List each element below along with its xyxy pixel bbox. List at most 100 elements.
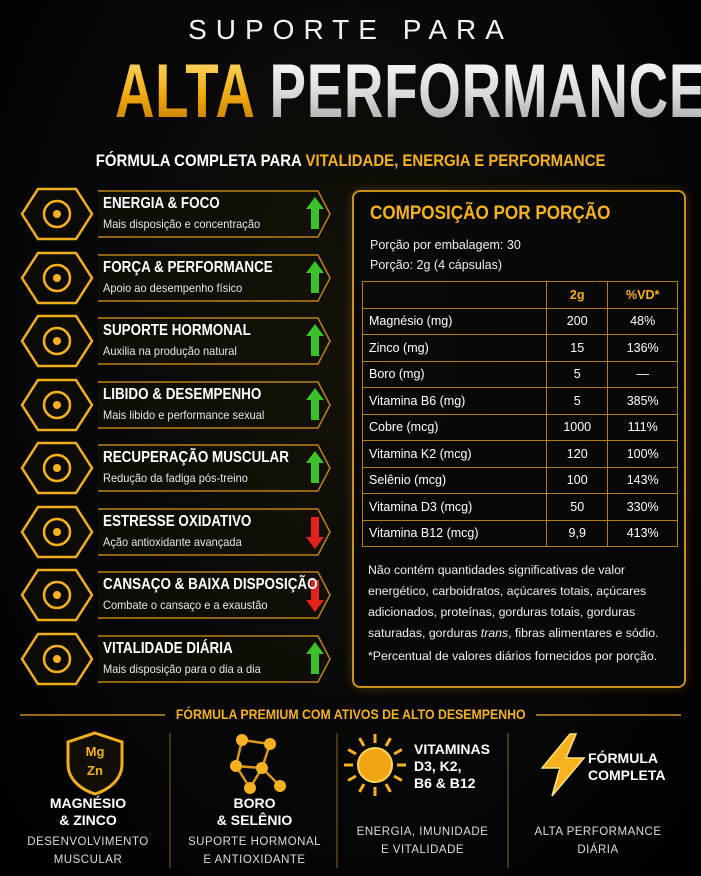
feature-subtitle-line: E ANTIOXIDANTE (203, 854, 306, 866)
benefit-row: ESTRESSE OXIDATIVO Ação antioxidante avan… (18, 503, 336, 561)
feature-subtitle: ALTA PERFORMANCE DIÁRIA (508, 823, 688, 859)
feature-icon: Mg Zn (66, 731, 124, 796)
banner-lines (20, 714, 681, 716)
benefit-title: RECUPERAÇÃO MUSCULAR (103, 449, 289, 466)
title-accent: ALTA (114, 49, 254, 134)
icon-glyph-dot (53, 527, 61, 536)
benefit-description: Apoio ao desempenho físico (103, 280, 243, 295)
trend-arrow-up (306, 324, 324, 356)
sun-ray (347, 774, 357, 782)
benefit-description: Combate o cansaço e a exaustão (103, 598, 268, 612)
benefit-row: VITALIDADE DIÁRIA Mais disposição para o … (18, 630, 336, 688)
table-row: Vitamina B6 (mg) 5 385% (361, 387, 678, 415)
sun-ray (384, 783, 392, 793)
table-cell: Selênio (mcg) (361, 466, 548, 494)
icon-glyph-dot (53, 464, 61, 472)
molecule-atom (230, 760, 242, 772)
icon-glyph (42, 453, 72, 483)
benefit-outline (98, 571, 331, 619)
feature-title-line: B6 & B12 (414, 775, 476, 791)
feature-subtitle-line: E VITALIDADE (380, 844, 465, 856)
table-cell: Vitamina K2 (mcg) (361, 440, 548, 468)
benefit-row: CANSAÇO & BAIXA DISPOSIÇÃO Combate o cans… (18, 566, 336, 624)
table-cell: 136% (607, 334, 678, 362)
benefit-title: LIBIDO & DESEMPENHO (103, 385, 262, 403)
subtitle-lead: FÓRMULA COMPLETA PARA (95, 151, 302, 170)
shield-icon (66, 731, 124, 796)
benefit-frame (20, 251, 331, 304)
feature-title-line: COMPLETA (588, 767, 666, 783)
table-cell: Zinco (mg) (361, 334, 548, 362)
feature-icon (344, 734, 406, 796)
table-cell: 9,9 (546, 519, 609, 547)
table-cell: Vitamina B6 (mg) (361, 387, 548, 415)
serving-line: Porção: 2g (4 cápsulas) (370, 258, 503, 272)
composition-table: 2g %VD* Magnésio (mg) 200 48% Zinco (mg) 15 1… (361, 281, 678, 547)
trend-arrow-up (306, 197, 324, 229)
feature-subtitle-line: ENERGIA, IMUNIDADE (356, 826, 489, 838)
kicker: SUPORTE PARA (188, 14, 513, 45)
feature-subtitle-line: DESENVOLVIMENTO (27, 836, 149, 848)
icon-label: Zn (87, 763, 103, 778)
molecule-atom (236, 734, 248, 746)
feature-title-line: MAGNÉSIO (49, 795, 127, 811)
sun-ray (347, 748, 357, 756)
table-header-row: 2g %VD* (361, 281, 678, 309)
trend-arrow-down (306, 580, 324, 612)
table-cell: 143% (607, 466, 678, 494)
feature-title-line: BORO (233, 795, 276, 811)
benefit-title: ESTRESSE OXIDATIVO (103, 512, 252, 530)
benefit-outline (98, 507, 331, 556)
subtitle-text: FÓRMULA COMPLETA PARA VITALIDADE, ENERGI… (96, 151, 606, 171)
feature-subtitle: DESENVOLVIMENTO MUSCULAR (0, 833, 176, 869)
icon-glyph (42, 644, 72, 673)
table-row: Vitamina K2 (mcg) 120 100% (361, 440, 678, 468)
feature-title-line: D3, K2, (414, 758, 462, 774)
feature-title-line: & ZINCO (59, 812, 117, 828)
benefit-description: Mais libido e performance sexual (103, 407, 265, 422)
benefit-row: SUPORTE HORMONAL Auxilia na produção natu… (18, 312, 336, 370)
icon-glyph-dot (53, 337, 61, 345)
benefit-title: FORÇA & PERFORMANCE (103, 258, 273, 276)
table-cell: 50 (546, 493, 609, 521)
lightning-icon (540, 733, 586, 797)
table-header-cell: 2g (546, 281, 609, 309)
feature-separators (169, 733, 509, 868)
feature-subtitle-line: SUPORTE HORMONAL (187, 836, 322, 848)
table-cell: 100% (607, 440, 678, 468)
benefit-outline (98, 190, 331, 238)
feature-title: BORO & SELÊNIO (172, 795, 337, 829)
serving-line: Porção por embalagem: 30 (370, 238, 521, 252)
table-cell: Magnésio (mg) (361, 307, 548, 335)
table-cell: 330% (607, 493, 678, 521)
subtitle-highlight: VITALIDADE, ENERGIA E PERFORMANCE (305, 151, 606, 170)
feature-title: VITAMINAS D3, K2, B6 & B12 (414, 741, 514, 792)
table-cell: Vitamina B12 (mcg) (361, 519, 548, 547)
icon-label: Mg (86, 744, 105, 759)
benefit-frame (20, 378, 331, 431)
icon-glyph (42, 390, 72, 419)
icon-glyph-dot (53, 273, 61, 282)
benefit-description: Mais disposição e concentração (103, 217, 261, 231)
trend-arrow-up (306, 260, 324, 293)
benefit-row: ENERGIA & FOCO Mais disposição e concentr… (18, 185, 336, 243)
table-cell: 100 (546, 466, 609, 494)
composition-title: COMPOSIÇÃO POR PORÇÃO (370, 203, 611, 224)
table-row: Boro (mg) 5— (361, 360, 678, 388)
icon-glyph-dot (53, 400, 61, 409)
trend-arrow-up (306, 641, 324, 674)
table-row: Vitamina D3 (mcg) 50 330% (361, 493, 678, 521)
sun-ray (393, 774, 403, 782)
icon-glyph (42, 326, 72, 356)
table-cell: 413% (607, 519, 678, 547)
benefit-outline (98, 444, 331, 492)
icon-glyph-dot (53, 210, 61, 218)
icon-glyph (42, 263, 72, 292)
feature-title: FÓRMULA COMPLETA (588, 750, 688, 784)
table-cell: 5 (546, 360, 609, 388)
premium-banner: FÓRMULA PREMIUM COM ATIVOS DE ALTO DESEM… (0, 706, 701, 722)
benefit-description: Redução da fadiga pós-treino (103, 471, 248, 485)
table-cell: 385% (607, 387, 678, 415)
icon-glyph-dot (53, 591, 61, 599)
molecule-atom (256, 762, 268, 774)
